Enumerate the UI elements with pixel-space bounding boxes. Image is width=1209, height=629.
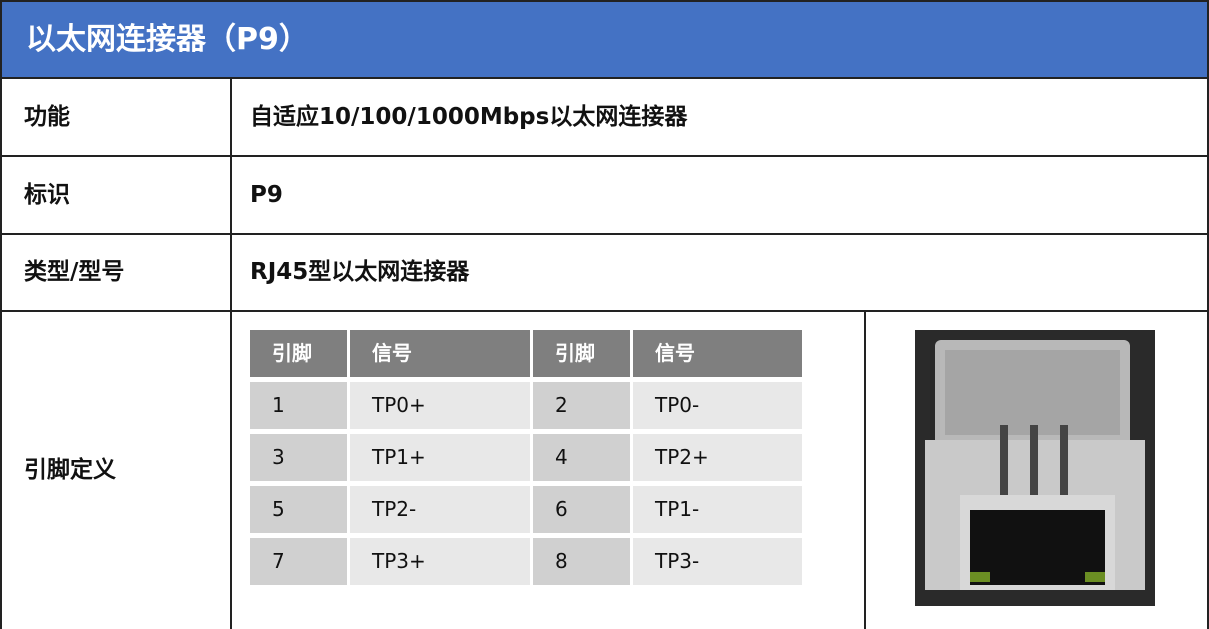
cell: 7 bbox=[250, 538, 347, 585]
cell: 1 bbox=[250, 382, 347, 429]
cell: 3 bbox=[250, 434, 347, 481]
cell: 4 bbox=[533, 434, 630, 481]
row: 类型/型号 RJ45型以太网连接器 bbox=[0, 234, 1209, 312]
cell: TP2+ bbox=[633, 434, 802, 481]
cell: TP0+ bbox=[350, 382, 530, 429]
row-label: 类型/型号 bbox=[24, 259, 125, 285]
header-cell: 引脚 bbox=[250, 330, 347, 377]
row: 标识 P9 bbox=[0, 156, 1209, 235]
row-label: 标识 bbox=[24, 181, 70, 208]
divider bbox=[230, 156, 232, 233]
cell: TP1- bbox=[633, 486, 802, 533]
pin-section: 引脚定义 引脚 信号 引脚 信号 1 TP0+ 2 TP0- 3 TP1+ 4 TP2+ 5 TP2- 6 T… bbox=[0, 310, 1209, 629]
cell: TP0- bbox=[633, 382, 802, 429]
title-bar: 以太网连接器（P9） bbox=[0, 0, 1209, 79]
cell: TP1+ bbox=[350, 434, 530, 481]
title: 以太网连接器（P9） bbox=[26, 22, 309, 57]
divider bbox=[230, 234, 232, 310]
row-label: 功能 bbox=[24, 104, 70, 130]
divider bbox=[230, 79, 232, 155]
header-cell: 引脚 bbox=[533, 330, 630, 377]
cell: 8 bbox=[533, 538, 630, 585]
cell: 6 bbox=[533, 486, 630, 533]
header-cell: 信号 bbox=[350, 330, 530, 377]
divider bbox=[864, 310, 866, 629]
row-value: 自适应10/100/1000Mbps以太网连接器 bbox=[250, 104, 688, 130]
connector-photo bbox=[915, 330, 1155, 606]
cell: TP3- bbox=[633, 538, 802, 585]
divider bbox=[230, 310, 232, 629]
cell: 5 bbox=[250, 486, 347, 533]
header-cell: 信号 bbox=[633, 330, 802, 377]
row-value: RJ45型以太网连接器 bbox=[250, 259, 470, 285]
cell: 2 bbox=[533, 382, 630, 429]
row-value: P9 bbox=[250, 181, 283, 208]
row: 功能 自适应10/100/1000Mbps以太网连接器 bbox=[0, 79, 1209, 157]
section-label: 引脚定义 bbox=[24, 457, 116, 483]
cell: TP3+ bbox=[350, 538, 530, 585]
cell: TP2- bbox=[350, 486, 530, 533]
